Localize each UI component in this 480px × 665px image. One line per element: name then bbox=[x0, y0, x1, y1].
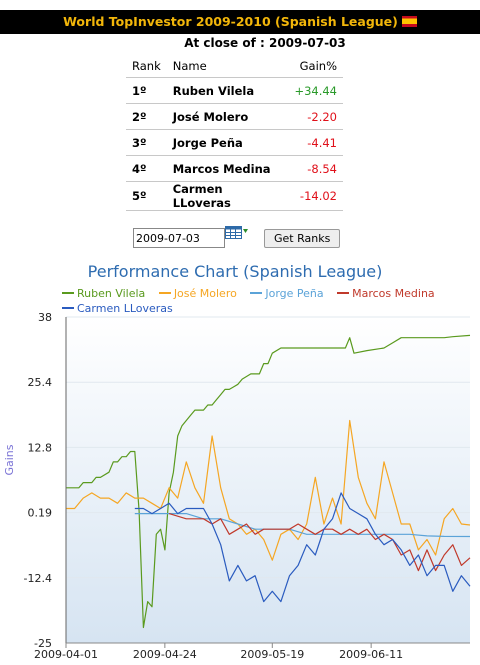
y-tick-label: 38 bbox=[38, 311, 52, 324]
x-tick-label: 2009-06-11 bbox=[339, 648, 403, 661]
table-row: 5º Carmen LLoveras -14.02 bbox=[126, 181, 343, 211]
table-row: 4º Marcos Medina -8.54 bbox=[126, 155, 343, 182]
y-axis-label: Gains bbox=[3, 444, 16, 475]
legend-swatch bbox=[62, 292, 74, 294]
legend-item[interactable]: Ruben Vilela bbox=[62, 286, 145, 301]
legend-label: Jorge Peña bbox=[265, 287, 324, 300]
rank-cell: 2º bbox=[126, 103, 167, 130]
series-line-ruben-vilela bbox=[66, 334, 471, 629]
rank-cell: 3º bbox=[126, 129, 167, 156]
rank-column-header: Rank bbox=[126, 55, 167, 78]
name-cell: Carmen LLoveras bbox=[166, 181, 289, 211]
legend-item[interactable]: Jorge Peña bbox=[250, 286, 324, 301]
series-line-marcos-medina bbox=[168, 513, 471, 572]
rank-cell: 4º bbox=[126, 155, 167, 182]
legend-label: Marcos Medina bbox=[352, 287, 435, 300]
gain-cell: -2.20 bbox=[288, 103, 343, 130]
series-line-carmen-lloveras bbox=[134, 492, 471, 603]
name-cell: Jorge Peña bbox=[166, 129, 289, 156]
legend-swatch bbox=[62, 307, 74, 309]
gain-cell: +34.44 bbox=[288, 77, 343, 104]
gain-cell: -4.41 bbox=[288, 129, 343, 156]
x-tick-label: 2009-04-24 bbox=[133, 648, 197, 661]
rank-cell: 5º bbox=[126, 181, 167, 211]
y-tick-label: 12.8 bbox=[28, 441, 53, 454]
calendar-icon[interactable] bbox=[225, 226, 249, 240]
name-column-header: Name bbox=[166, 55, 289, 78]
x-tick-label: 2009-04-01 bbox=[34, 648, 98, 661]
legend-label: José Molero bbox=[173, 287, 237, 300]
league-header: World TopInvestor 2009-2010 (Spanish Lea… bbox=[0, 10, 480, 34]
gain-column-header: Gain% bbox=[288, 55, 343, 78]
close-date-label: At close of : 2009-07-03 bbox=[184, 36, 346, 50]
y-tick-label: -12.4 bbox=[24, 572, 52, 585]
legend-label: Carmen LLoveras bbox=[77, 302, 173, 315]
table-row: 1º Ruben Vilela +34.44 bbox=[126, 77, 343, 104]
legend-swatch bbox=[250, 292, 263, 294]
legend-swatch bbox=[158, 292, 171, 294]
chart-legend: Ruben Vilela José Molero Jorge Peña Marc… bbox=[62, 286, 480, 316]
legend-item[interactable]: José Molero bbox=[158, 286, 237, 301]
chart-title: Performance Chart (Spanish League) bbox=[87, 262, 383, 281]
series-layer bbox=[66, 334, 471, 629]
spain-flag-icon bbox=[401, 16, 417, 27]
get-ranks-button[interactable]: Get Ranks bbox=[264, 229, 341, 248]
y-tick-label: 25.4 bbox=[28, 376, 53, 389]
table-row: 2º José Molero -2.20 bbox=[126, 103, 343, 130]
name-cell: Ruben Vilela bbox=[166, 77, 289, 104]
gain-cell: -8.54 bbox=[288, 155, 343, 182]
rank-cell: 1º bbox=[126, 77, 167, 104]
legend-swatch bbox=[337, 292, 350, 294]
series-line-jos-molero bbox=[66, 419, 471, 561]
ranking-table: Rank Name Gain% 1º Ruben Vilela +34.44 2… bbox=[126, 55, 343, 211]
table-row: 3º Jorge Peña -4.41 bbox=[126, 129, 343, 156]
ranking-header-row: Rank Name Gain% bbox=[126, 55, 343, 78]
y-tick-label: -25 bbox=[34, 637, 52, 650]
gain-cell: -14.02 bbox=[288, 181, 343, 211]
name-cell: José Molero bbox=[166, 103, 289, 130]
league-title: World TopInvestor 2009-2010 (Spanish Lea… bbox=[63, 14, 398, 29]
name-cell: Marcos Medina bbox=[166, 155, 289, 182]
y-tick-label: 0.19 bbox=[28, 507, 53, 520]
legend-item[interactable]: Carmen LLoveras bbox=[62, 301, 173, 316]
legend-item[interactable]: Marcos Medina bbox=[337, 286, 435, 301]
legend-label: Ruben Vilela bbox=[77, 287, 146, 300]
x-tick-label: 2009-05-19 bbox=[240, 648, 304, 661]
plot-area bbox=[66, 317, 470, 643]
series-line-jorge-pe-a bbox=[134, 513, 471, 538]
date-input[interactable] bbox=[133, 228, 225, 248]
